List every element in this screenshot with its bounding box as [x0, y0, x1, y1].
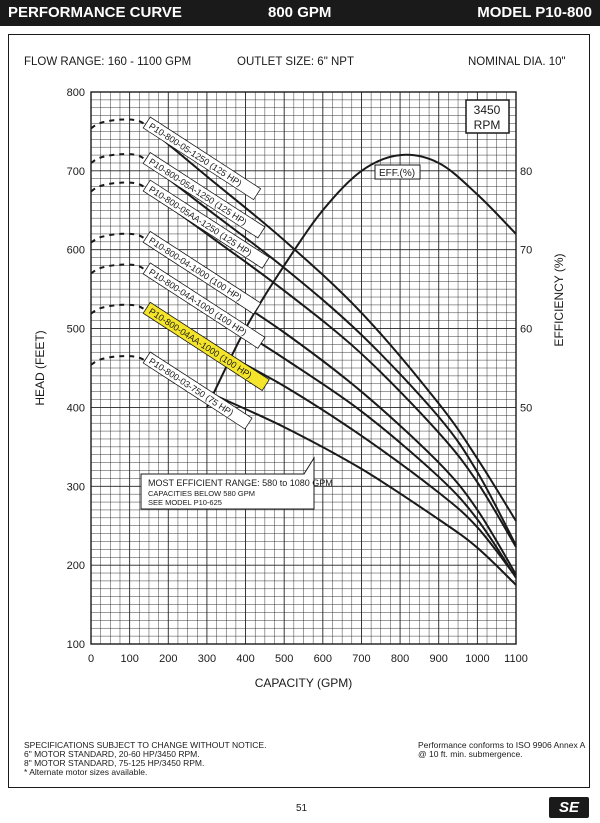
model-name: MODEL P10-800 [477, 4, 592, 21]
x-tick-label: 600 [314, 653, 332, 665]
low-flow-dash [90, 303, 154, 318]
y-tick-label: 100 [67, 639, 85, 651]
footer-line: 6" MOTOR STANDARD, 20-60 HP/3450 RPM. [24, 749, 200, 759]
y-tick-label: 300 [67, 481, 85, 493]
note-line: CAPACITIES BELOW 580 GPM [148, 489, 255, 498]
outlet-size: OUTLET SIZE: 6" NPT [237, 56, 354, 68]
x-tick-label: 400 [236, 653, 254, 665]
x-tick-label: 500 [275, 653, 293, 665]
y2-tick-label: 80 [520, 166, 532, 178]
series-label-text: P10-800-05-1250 (125 HP) [147, 121, 244, 189]
footer-line: Performance conforms to ISO 9906 Annex A [418, 740, 586, 750]
series-label-text: P10-800-03-750 (75 HP) [147, 356, 235, 418]
series-label-box [142, 351, 253, 430]
y2-tick-label: 50 [520, 402, 532, 414]
brand-logo: SE [549, 797, 589, 818]
footer-conformance: Performance conforms to ISO 9906 Annex A… [418, 741, 585, 759]
y-axis-label: HEAD (FEET) [33, 330, 47, 405]
y-tick-label: 700 [67, 166, 85, 178]
efficiency-label: EFF.(%) [379, 168, 415, 179]
series-label-box [142, 262, 266, 349]
series-label-box [142, 116, 262, 201]
low-flow-dash [90, 153, 154, 168]
low-flow-dash [90, 181, 154, 196]
series-label-box [142, 179, 270, 269]
flow-range: FLOW RANGE: 160 - 1100 GPM [24, 56, 192, 68]
x-axis-label: CAPACITY (GPM) [255, 676, 353, 690]
footer-line: * Alternate motor sizes available. [24, 767, 148, 777]
page-number: 51 [296, 803, 308, 814]
chart-panel [8, 34, 590, 788]
x-tick-label: 700 [352, 653, 370, 665]
y2-axis-label: EFFICIENCY (%) [552, 253, 566, 346]
note-line: SEE MODEL P10-625 [148, 498, 222, 507]
y2-tick-label: 60 [520, 324, 532, 336]
note-line: MOST EFFICIENT RANGE: 580 to 1080 GPM [148, 478, 333, 488]
head-curve [152, 166, 517, 546]
series-label: P10-800-04AA-1000 (100 HP) [142, 301, 270, 392]
nominal-diameter: NOMINAL DIA. 10" [468, 56, 566, 68]
x-tick-label: 900 [430, 653, 448, 665]
rpm-unit: RPM [474, 118, 501, 132]
series-label-box [142, 151, 266, 239]
head-curve [152, 130, 517, 522]
efficiency-label-box [374, 164, 421, 180]
page-title: PERFORMANCE CURVE [8, 4, 182, 21]
y2-tick-label: 70 [520, 245, 532, 257]
header-bar: PERFORMANCE CURVE 800 GPM MODEL P10-800 [0, 0, 600, 26]
low-flow-dash [90, 118, 154, 133]
x-tick-label: 200 [159, 653, 177, 665]
y-tick-label: 400 [67, 402, 85, 414]
series-label-box [142, 230, 262, 315]
note-box [140, 456, 315, 510]
x-tick-label: 100 [120, 653, 138, 665]
y-tick-label: 600 [67, 245, 85, 257]
head-curve [152, 193, 517, 548]
plot-frame [90, 91, 517, 645]
x-tick-label: 0 [88, 653, 94, 665]
low-flow-dash [90, 355, 154, 368]
footer-line: SPECIFICATIONS SUBJECT TO CHANGE WITHOUT… [24, 740, 267, 750]
low-flow-dash [90, 232, 154, 247]
footer-line: 8" MOTOR STANDARD, 75-125 HP/3450 RPM. [24, 758, 205, 768]
footer-line: @ 10 ft. min. submergence. [418, 749, 523, 759]
series-label-box [142, 301, 270, 392]
low-flow-dash [90, 263, 154, 279]
flow-rating: 800 GPM [268, 4, 332, 21]
footer-notes: SPECIFICATIONS SUBJECT TO CHANGE WITHOUT… [24, 741, 266, 777]
rpm-value: 3450 [474, 103, 501, 117]
x-tick-label: 800 [391, 653, 409, 665]
y-tick-label: 800 [67, 87, 85, 99]
x-tick-label: 1100 [504, 653, 528, 665]
x-tick-label: 300 [198, 653, 216, 665]
efficiency-curve [206, 153, 517, 408]
y-tick-label: 500 [67, 324, 85, 336]
rpm-box [465, 99, 510, 134]
y-tick-label: 200 [67, 560, 85, 572]
x-tick-label: 1000 [465, 653, 489, 665]
